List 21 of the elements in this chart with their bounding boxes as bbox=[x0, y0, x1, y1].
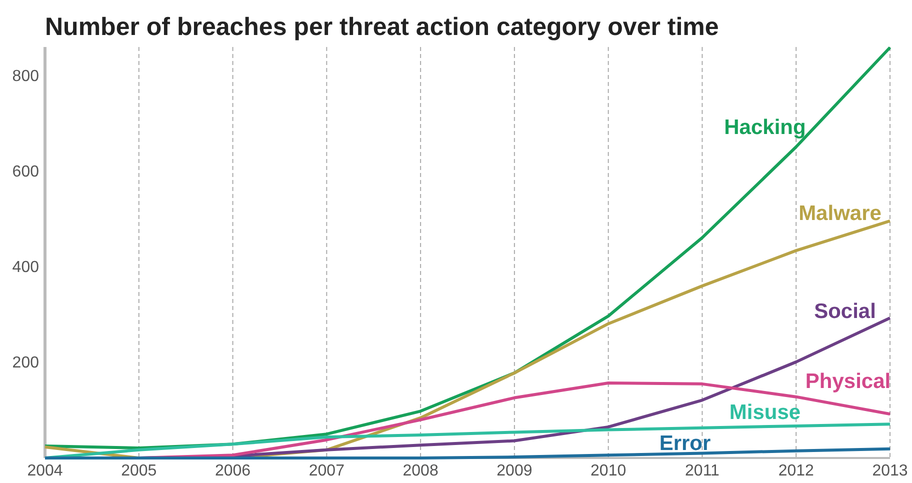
y-tick-label: 800 bbox=[12, 68, 40, 85]
x-tick-label: 2004 bbox=[27, 462, 63, 480]
series-label: Error bbox=[659, 432, 711, 455]
y-tick-label: 200 bbox=[12, 354, 40, 372]
x-tick-label: 2012 bbox=[778, 462, 814, 480]
series-label: Malware bbox=[798, 202, 882, 225]
x-tick-label: 2005 bbox=[121, 462, 157, 480]
series-label: Hacking bbox=[724, 116, 806, 139]
x-tick-label: 2010 bbox=[590, 462, 626, 480]
series-label: Misuse bbox=[729, 401, 801, 424]
x-tick-label: 2006 bbox=[214, 462, 251, 480]
x-tick-label: 2007 bbox=[308, 462, 345, 480]
y-tick-label: 400 bbox=[12, 258, 40, 276]
x-tick-label: 2009 bbox=[496, 462, 532, 480]
y-tick-label: 600 bbox=[12, 163, 40, 180]
x-tick-label: 2008 bbox=[402, 462, 438, 480]
series-label: Physical bbox=[805, 370, 891, 393]
chart-title: Number of breaches per threat action category over time bbox=[45, 13, 719, 41]
series-label: Social bbox=[814, 300, 876, 323]
x-tick-label: 2011 bbox=[685, 462, 720, 480]
x-tick-label: 2013 bbox=[872, 462, 908, 480]
